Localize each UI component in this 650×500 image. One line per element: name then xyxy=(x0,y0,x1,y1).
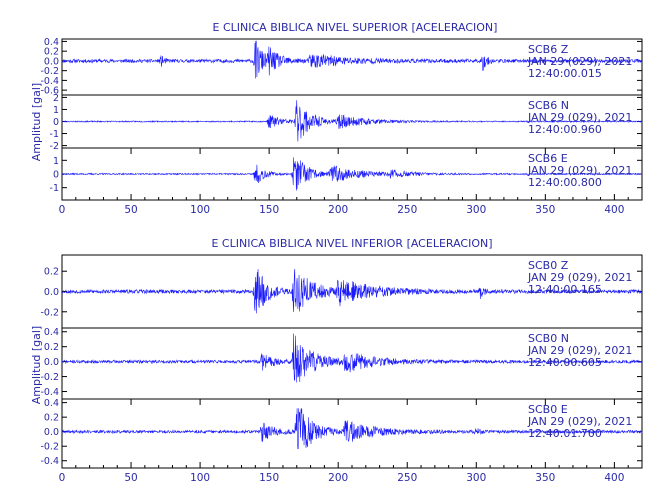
waveform-trace xyxy=(61,333,643,383)
y-tick-label: -2 xyxy=(50,141,59,152)
x-tick-label: 50 xyxy=(124,204,137,216)
record-time: 12:40:00.800 xyxy=(528,176,602,189)
record-time: 12:40:00.165 xyxy=(528,283,602,296)
y-tick-label: 0 xyxy=(53,170,59,181)
upper-chart: E CLINICA BIBLICA NIVEL SUPERIOR [ACELER… xyxy=(30,21,497,161)
record-date: JAN 29 (029), 2021 xyxy=(527,344,632,357)
record-date: JAN 29 (029), 2021 xyxy=(527,164,632,177)
y-tick-label: -0.2 xyxy=(40,66,59,77)
y-tick-label: -1 xyxy=(50,183,59,194)
y-tick-label: -0.2 xyxy=(40,307,59,318)
y-tick-label: 0.0 xyxy=(44,287,59,298)
x-tick-label: 300 xyxy=(466,204,486,216)
x-tick-label: 250 xyxy=(397,472,417,484)
station-label: SCB0 E xyxy=(528,403,568,416)
y-tick-label: 0.2 xyxy=(44,47,59,58)
station-label: SCB6 E xyxy=(528,152,568,165)
y-tick-label: 0.4 xyxy=(44,327,59,338)
y-tick-label: 1 xyxy=(53,105,59,116)
y-tick-label: -0.4 xyxy=(40,76,59,87)
waveform-trace xyxy=(61,269,643,314)
y-tick-label: 0.0 xyxy=(44,357,59,368)
record-date: JAN 29 (029), 2021 xyxy=(527,271,632,284)
x-tick-label: 200 xyxy=(328,204,348,216)
y-tick-label: 0.2 xyxy=(44,267,59,278)
record-time: 12:40:01.700 xyxy=(528,427,602,440)
upper-y-axis-label: Amplitud [gal] xyxy=(30,83,43,161)
station-label: SCB0 Z xyxy=(528,259,569,272)
record-time: 12:40:00.960 xyxy=(528,123,602,136)
lower-chart: E CLINICA BIBLICA NIVEL INFERIOR [ACELER… xyxy=(30,237,493,404)
record-time: 12:40:00.015 xyxy=(528,67,602,80)
station-label: SCB6 N xyxy=(528,99,569,112)
lower-chart-title: E CLINICA BIBLICA NIVEL INFERIOR [ACELER… xyxy=(211,237,492,250)
x-tick-label: 400 xyxy=(604,472,624,484)
y-tick-label: 1 xyxy=(53,156,59,167)
waveform-trace xyxy=(61,408,643,450)
upper-chart-title: E CLINICA BIBLICA NIVEL SUPERIOR [ACELER… xyxy=(213,21,498,34)
y-tick-label: -0.2 xyxy=(40,442,59,453)
record-date: JAN 29 (029), 2021 xyxy=(527,55,632,68)
x-tick-label: 200 xyxy=(328,472,348,484)
y-tick-label: 0.4 xyxy=(44,398,59,409)
x-tick-label: 0 xyxy=(59,204,66,216)
y-tick-label: 2 xyxy=(53,93,59,104)
record-date: JAN 29 (029), 2021 xyxy=(527,111,632,124)
y-tick-label: 0.0 xyxy=(44,427,59,438)
x-tick-label: 50 xyxy=(124,472,137,484)
record-date: JAN 29 (029), 2021 xyxy=(527,415,632,428)
y-tick-label: -0.4 xyxy=(40,456,59,467)
y-tick-label: 0 xyxy=(53,117,59,128)
x-tick-label: 150 xyxy=(259,204,279,216)
waveform-trace xyxy=(61,157,643,191)
x-tick-label: 300 xyxy=(466,472,486,484)
x-tick-label: 150 xyxy=(259,472,279,484)
y-tick-label: -0.2 xyxy=(40,372,59,383)
y-tick-label: -0.6 xyxy=(40,86,59,97)
y-tick-label: 0.2 xyxy=(44,413,59,424)
x-tick-label: 350 xyxy=(535,472,555,484)
station-label: SCB6 Z xyxy=(528,43,569,56)
x-tick-label: 400 xyxy=(604,204,624,216)
waveform-trace xyxy=(61,40,643,79)
x-tick-label: 0 xyxy=(59,472,66,484)
x-tick-label: 100 xyxy=(190,472,210,484)
y-tick-label: -1 xyxy=(50,129,59,140)
y-tick-label: 0.0 xyxy=(44,56,59,67)
record-time: 12:40:00.605 xyxy=(528,356,602,369)
station-label: SCB0 N xyxy=(528,332,569,345)
x-tick-label: 250 xyxy=(397,204,417,216)
x-tick-label: 350 xyxy=(535,204,555,216)
waveform-trace xyxy=(61,100,643,142)
y-tick-label: 0.2 xyxy=(44,342,59,353)
lower-y-axis-label: Amplitud [gal] xyxy=(30,326,43,404)
x-tick-label: 100 xyxy=(190,204,210,216)
y-tick-label: 0.4 xyxy=(44,37,59,48)
y-tick-label: -0.4 xyxy=(40,387,59,398)
